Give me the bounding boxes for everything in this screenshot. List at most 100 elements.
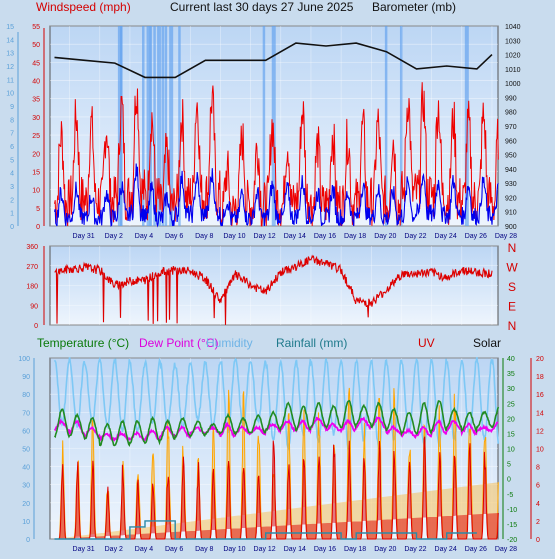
knots-tick-label: 1 (10, 211, 14, 218)
temperature-line (53, 399, 500, 447)
barometer-label: Barometer (mb) (372, 0, 457, 14)
compass-label: E (508, 300, 516, 314)
mph-tick-label: 45 (32, 60, 40, 67)
temperature-tick-label: 20 (507, 416, 515, 423)
rain-band (169, 26, 174, 226)
barometer-tick-label: 910 (505, 210, 517, 217)
temperature-x-tick-label: Day 20 (374, 546, 396, 553)
wind-x-tick-label: Day 24 (435, 233, 457, 240)
temperature-tick-label: -5 (507, 492, 513, 499)
temperature-x-tick-label: Day 14 (284, 546, 306, 553)
temperature-tick-label: -10 (507, 507, 517, 514)
temperature-tick-label: 40 (507, 356, 515, 363)
temperature-tick-label: -20 (507, 537, 517, 544)
knots-tick-label: 2 (10, 197, 14, 204)
mph-tick-label: 5 (36, 206, 40, 213)
dew-point-line (53, 416, 499, 442)
humidity-tick-label: 70 (22, 410, 30, 417)
humidity-tick-label: 0 (26, 537, 30, 544)
temperature-x-tick-label: Day 28 (495, 546, 517, 553)
barometer-tick-label: 980 (505, 110, 517, 117)
temperature-x-tick-label: Day 26 (465, 546, 487, 553)
uv-tick-label: 10 (536, 447, 544, 454)
wind-x-tick-label: Day 18 (344, 233, 366, 240)
knots-tick-label: 13 (6, 51, 14, 58)
barometer-tick-label: 1040 (505, 24, 521, 31)
mph-tick-label: 55 (32, 24, 40, 31)
wind-x-tick-label: Day 16 (314, 233, 336, 240)
barometer-tick-label: 1020 (505, 53, 521, 60)
knots-tick-label: 12 (6, 64, 14, 71)
temperature-tick-label: 0 (507, 477, 511, 484)
direction-tick-label: 0 (34, 323, 38, 330)
barometer-line (54, 42, 493, 79)
barometer-tick-label: 920 (505, 195, 517, 202)
knots-tick-label: 10 (6, 91, 14, 98)
wind-x-tick-label: Day 26 (465, 233, 487, 240)
uv-tick-label: 20 (536, 356, 544, 363)
wind-x-tick-label: Day 22 (404, 233, 426, 240)
wind-x-tick-label: Day 28 (495, 233, 517, 240)
rain-band (120, 26, 123, 226)
knots-tick-label: 11 (7, 77, 14, 84)
mph-tick-label: 30 (32, 115, 40, 122)
humidity-tick-label: 80 (22, 392, 30, 399)
temperature-x-tick-label: Day 31 (73, 546, 95, 553)
wind-x-tick-label: Day 8 (195, 233, 213, 240)
knots-tick-label: 15 (6, 24, 14, 31)
rain-band (146, 26, 151, 226)
wind-x-tick-label: Day 20 (374, 233, 396, 240)
wind-x-tick-label: Day 14 (284, 233, 306, 240)
dew-point-legend: Dew Point (°C) (139, 336, 219, 350)
barometer-tick-label: 960 (505, 138, 517, 145)
rain-band (157, 26, 162, 226)
wind-x-tick-label: Day 12 (254, 233, 276, 240)
temperature-legend: Temperature (°C) (37, 336, 130, 350)
humidity-tick-label: 60 (22, 428, 30, 435)
windspeed-label: Windspeed (mph) (36, 0, 131, 14)
rain-band (153, 26, 156, 226)
rainfall-line (54, 520, 477, 540)
temperature-x-tick-label: Day 16 (314, 546, 336, 553)
temperature-tick-label: 30 (507, 386, 515, 393)
direction-tick-label: 270 (26, 264, 38, 271)
uv-tick-label: 6 (536, 483, 540, 490)
temperature-x-tick-label: Day 22 (404, 546, 426, 553)
mph-tick-label: 15 (32, 169, 40, 176)
knots-tick-label: 6 (10, 144, 14, 151)
humidity-tick-label: 90 (22, 374, 30, 381)
barometer-tick-label: 900 (505, 224, 517, 231)
rainfall-legend: Rainfall (mm) (276, 336, 348, 350)
temperature-x-tick-label: Day 8 (195, 546, 213, 553)
mph-tick-label: 10 (32, 188, 40, 195)
barometer-tick-label: 1030 (505, 38, 521, 45)
humidity-tick-label: 10 (22, 519, 30, 526)
humidity-tick-label: 40 (22, 465, 30, 472)
temperature-tick-label: 25 (507, 401, 515, 408)
uv-tick-label: 14 (536, 410, 544, 417)
temperature-x-tick-label: Day 10 (223, 546, 245, 553)
temperature-x-tick-label: Day 18 (344, 546, 366, 553)
uv-tick-label: 8 (536, 465, 540, 472)
compass-label: N (508, 241, 517, 255)
uv-tick-label: 16 (536, 392, 544, 399)
temperature-x-tick-label: Day 4 (135, 546, 153, 553)
temperature-tick-label: 10 (507, 447, 515, 454)
temperature-tick-label: 5 (507, 462, 511, 469)
uv-tick-label: 12 (536, 428, 544, 435)
mph-tick-label: 25 (32, 133, 40, 140)
temperature-x-tick-label: Day 2 (105, 546, 123, 553)
rain-band (178, 26, 181, 226)
humidity-tick-label: 20 (22, 501, 30, 508)
knots-tick-label: 3 (10, 184, 14, 191)
knots-tick-label: 8 (10, 117, 14, 124)
uv-tick-label: 18 (536, 374, 544, 381)
temperature-x-tick-label: Day 24 (435, 546, 457, 553)
mph-tick-label: 40 (32, 79, 40, 86)
wind-x-tick-label: Day 4 (135, 233, 153, 240)
temperature-tick-label: -15 (507, 522, 517, 529)
rain-band (164, 26, 168, 226)
knots-tick-label: 5 (10, 157, 14, 164)
wind-x-tick-label: Day 6 (165, 233, 183, 240)
